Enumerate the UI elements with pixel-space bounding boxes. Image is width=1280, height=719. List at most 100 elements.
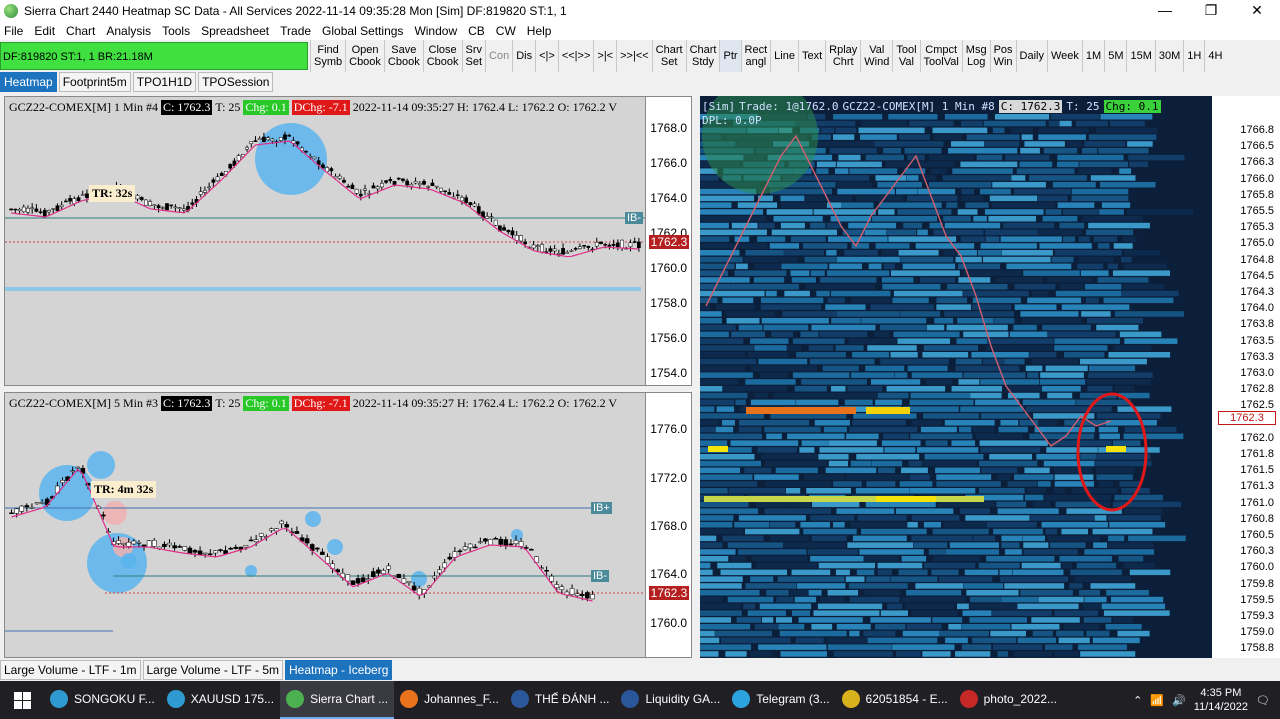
heatmap-cell [972,304,1012,310]
heatmap-cell [1033,413,1095,419]
toolbar-button-0[interactable]: Find Symb [310,40,345,72]
price-axis[interactable]: 1776.0 1772.0 1768.0 1764.0 1760.0 1762.3 [645,393,691,657]
toolbar-button-24[interactable]: Week [1047,40,1082,72]
minimize-button[interactable]: — [1158,2,1172,18]
tab-footprint5m[interactable]: Footprint5m [58,72,131,92]
close-button[interactable]: ✕ [1251,2,1263,18]
volume-icon[interactable]: 🔊 [1172,694,1186,707]
candle-body [139,197,144,201]
heatmap-cell [804,474,845,480]
toolbar-button-16[interactable]: Text [797,40,825,72]
heatmap-price-axis[interactable]: 1766.8 1766.5 1766.3 1766.0 1765.8 1765.5 1765… [1212,96,1280,658]
toolbar-button-14[interactable]: Rect angl [740,40,771,72]
heatmap-cell [888,236,957,242]
menu-file[interactable]: File [4,24,24,38]
heatmap-cell [1059,556,1112,562]
toolbar-button-7[interactable]: <|> [535,40,558,72]
taskbar-app-8[interactable]: photo_2022... [954,681,1063,719]
heatmap-cell [819,331,868,338]
menu-cb[interactable]: CB [468,24,485,38]
toolbar-button-15[interactable]: Line [770,40,798,72]
menu-trade[interactable]: Trade [280,24,312,38]
toolbar-button-11[interactable]: Chart Set [651,40,686,72]
toolbar-button-19[interactable]: Tool Val [892,40,919,72]
heatmap-cell [716,304,755,310]
clock[interactable]: 4:35 PM 11/14/2022 [1194,686,1248,714]
chevron-up-icon[interactable]: ⌃ [1133,694,1143,707]
heatmap-chart[interactable]: [Sim] Trade: 1@1762.0 GCZ22-COMEX[M] 1 M… [700,96,1280,658]
taskbar-app-6[interactable]: Telegram (3... [726,681,835,719]
taskbar-app-7[interactable]: 62051854 - E... [836,681,954,719]
toolbar-button-6[interactable]: Dis [512,40,535,72]
candle-body [603,243,608,246]
toolbar-button-30[interactable]: 4H [1204,40,1225,72]
start-button[interactable] [0,681,44,719]
toolbar-button-17[interactable]: Rplay Chrt [825,40,860,72]
candle-body [346,186,351,188]
tab-large-volume-5m[interactable]: Large Volume - LTF - 5m [142,660,283,680]
toolbar-button-13[interactable]: Ptr [719,40,741,72]
toolbar-button-8[interactable]: <<|>> [557,40,594,72]
toolbar-button-28[interactable]: 30M [1154,40,1183,72]
heatmap-cell [700,372,753,378]
menu-spreadsheet[interactable]: Spreadsheet [201,24,270,38]
heatmap-cell [924,562,976,569]
menu-analysis[interactable]: Analysis [106,24,152,38]
toolbar-button-9[interactable]: >|< [593,40,616,72]
toolbar-button-4[interactable]: Srv Set [461,40,486,72]
taskbar-app-5[interactable]: Liquidity GA... [615,681,726,719]
tab-tposession[interactable]: TPOSession [198,72,274,92]
candle-body [34,208,39,212]
menu-window[interactable]: Window [414,24,458,38]
taskbar-app-1[interactable]: XAUUSD 175... [161,681,280,719]
heatmap-cell [856,569,875,576]
candle-body [75,466,81,469]
toolbar-button-27[interactable]: 15M [1126,40,1154,72]
candle-body [447,556,453,560]
toolbar-button-23[interactable]: Daily [1015,40,1047,72]
chart-1min[interactable]: GCZ22-COMEX[M] 1 Min #4 C: 1762.3 T: 25 … [4,96,692,386]
heatmap-cell [1016,168,1075,174]
heatmap-cell [1086,630,1110,637]
heatmap-cell [932,617,963,623]
candle-body [141,544,147,547]
candle-body [578,246,582,249]
toolbar-button-12[interactable]: Chart Stdy [685,40,720,72]
heatmap-cell [878,467,896,474]
menu-help[interactable]: Help [526,24,552,38]
menu-global-settings[interactable]: Global Settings [322,24,404,38]
price-axis[interactable]: 1768.0 1766.0 1764.0 1762.0 1760.0 1758.0 1756… [645,97,691,385]
menu-chart[interactable]: Chart [66,24,96,38]
toolbar-button-26[interactable]: 5M [1104,40,1126,72]
toolbar-button-20[interactable]: Cmpct ToolVal [919,40,962,72]
notification-icon[interactable]: 🗨 [1256,694,1270,707]
toolbar-button-label: Ptr [723,50,738,62]
taskbar-app-0[interactable]: SONGOKU F... [44,681,161,719]
tab-large-volume-1m[interactable]: Large Volume - LTF - 1m [0,660,141,680]
taskbar-app-4[interactable]: THẾ ĐÁNH ... [505,681,616,719]
taskbar-app-3[interactable]: Johannes_F... [394,681,505,719]
menu-cw[interactable]: CW [495,24,516,38]
maximize-button[interactable]: ❐ [1204,2,1218,18]
taskbar-app-2[interactable]: Sierra Chart ... [280,681,395,719]
toolbar-button-2[interactable]: Save Cbook [383,40,423,72]
toolbar-button-3[interactable]: Close Cbook [422,40,462,72]
menu-edit[interactable]: Edit [34,24,56,38]
chart-5min[interactable]: GCZ22-COMEX[M] 5 Min #3 C: 1762.3 T: 25 … [4,392,692,658]
heatmap-cell [837,188,895,195]
tab-heatmap[interactable]: Heatmap [0,72,57,92]
toolbar-button-22[interactable]: Pos Win [989,40,1016,72]
price-tick-label: 1772.0 [650,470,687,485]
toolbar-button-10[interactable]: >>|<< [616,40,652,72]
menu-tools[interactable]: Tools [162,24,191,38]
toolbar-button-5[interactable]: Con [485,40,512,72]
toolbar-button-1[interactable]: Open Cbook [345,40,384,72]
toolbar-button-29[interactable]: 1H [1183,40,1204,72]
toolbar-button-18[interactable]: Val Wind [860,40,892,72]
toolbar-button-21[interactable]: Msg Log [961,40,990,72]
toolbar-button-25[interactable]: 1M [1081,40,1104,72]
tab-heatmap-iceberg[interactable]: Heatmap - Iceberg [285,660,393,680]
network-icon[interactable]: 📶 [1150,694,1165,707]
tab-tpo1h1d[interactable]: TPO1H1D [132,72,197,92]
heatmap-cell [1054,345,1108,351]
